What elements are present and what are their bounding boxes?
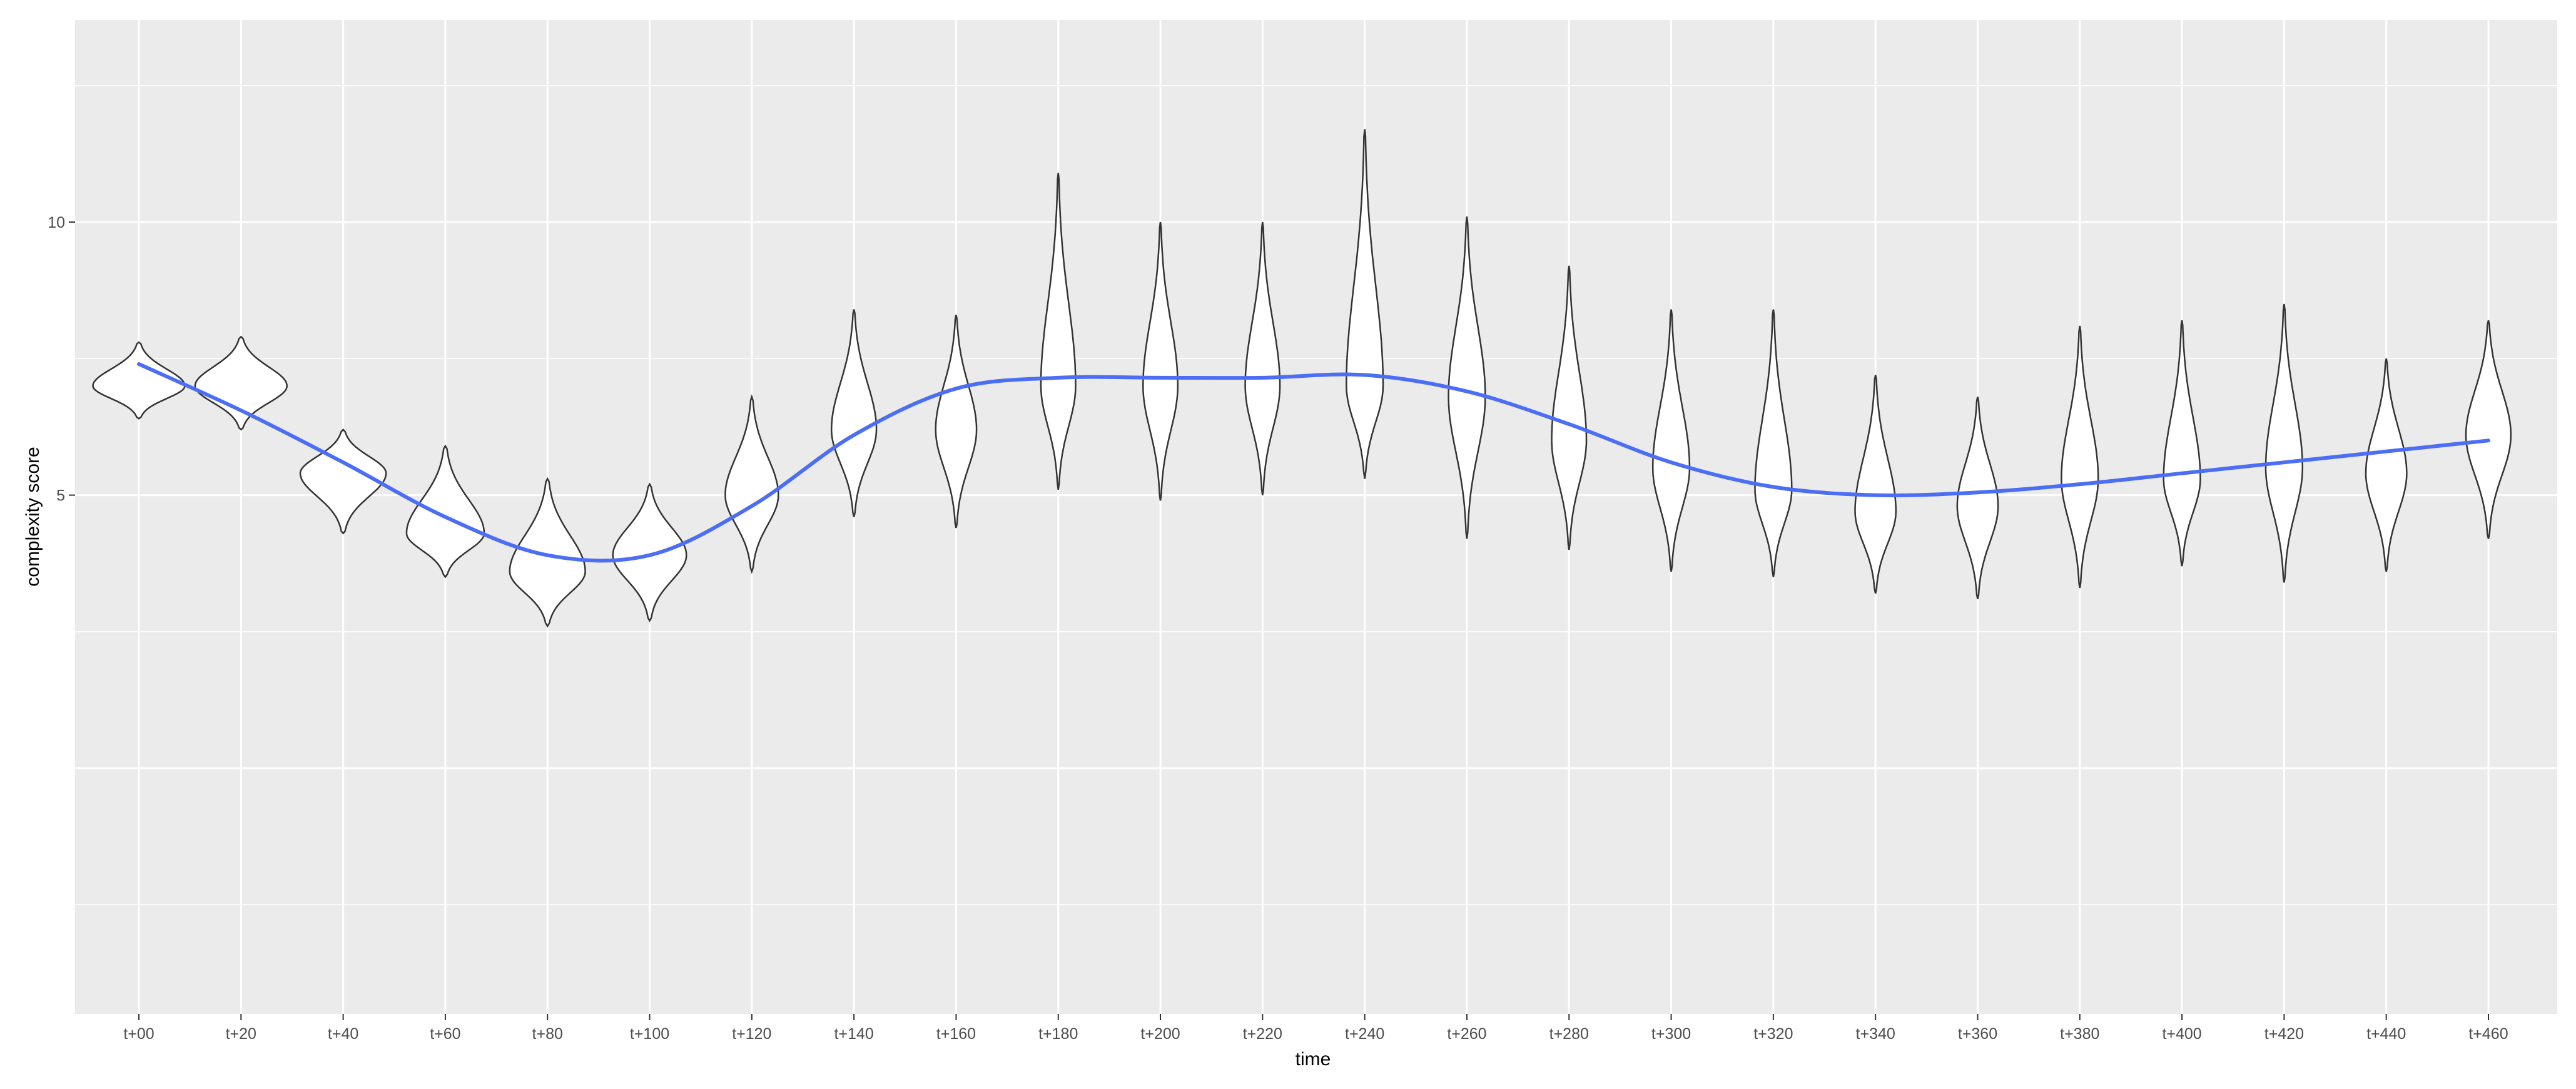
x-tick-label: t+140 bbox=[834, 1025, 873, 1043]
minor-gridlines bbox=[75, 85, 2557, 906]
violin-t+80 bbox=[509, 477, 586, 628]
violin-t+200 bbox=[1142, 221, 1179, 501]
x-axis-title: time bbox=[1296, 1049, 1331, 1070]
x-tick-label: t+320 bbox=[1753, 1025, 1793, 1043]
violin-t+260 bbox=[1448, 216, 1486, 539]
x-tick-label: t+360 bbox=[1958, 1025, 1997, 1043]
violins bbox=[92, 129, 2512, 628]
x-tick-label: t+200 bbox=[1140, 1025, 1180, 1043]
x-tick-label: t+180 bbox=[1038, 1025, 1078, 1043]
violin-t+400 bbox=[2163, 320, 2201, 567]
x-tick-label: t+100 bbox=[630, 1025, 669, 1043]
x-tick-label: t+340 bbox=[1856, 1025, 1895, 1043]
y-axis-title: complexity score bbox=[23, 447, 43, 586]
x-tick-label: t+220 bbox=[1243, 1025, 1282, 1043]
y-tick-label: 10 bbox=[48, 214, 65, 231]
x-tick-label: t+300 bbox=[1651, 1025, 1691, 1043]
violin-t+460 bbox=[2465, 320, 2512, 539]
x-tick-label: t+40 bbox=[328, 1025, 358, 1043]
violin-t+360 bbox=[1956, 397, 1999, 599]
panel-background bbox=[75, 20, 2557, 1014]
violin-t+440 bbox=[2365, 358, 2408, 572]
x-tick-label: t+60 bbox=[430, 1025, 460, 1043]
violin-t+300 bbox=[1651, 309, 1691, 572]
x-tick-label: t+20 bbox=[226, 1025, 256, 1043]
y-tick-label: 5 bbox=[56, 487, 65, 505]
smooth-trend-line bbox=[137, 362, 2490, 563]
violin-t+240 bbox=[1346, 129, 1384, 479]
x-tick-label: t+440 bbox=[2366, 1025, 2406, 1043]
violin-t+160 bbox=[935, 315, 978, 529]
x-tick-label: t+460 bbox=[2468, 1025, 2508, 1043]
x-tick-label: t+120 bbox=[732, 1025, 771, 1043]
violin-t+380 bbox=[2061, 325, 2099, 589]
y-axis: 5 10 bbox=[48, 214, 75, 505]
x-tick-label: t+80 bbox=[532, 1025, 563, 1043]
x-tick-label: t+260 bbox=[1447, 1025, 1486, 1043]
x-tick-label: t+160 bbox=[936, 1025, 976, 1043]
violin-t+180 bbox=[1040, 173, 1077, 490]
violin-t+220 bbox=[1244, 221, 1281, 495]
violin-t+340 bbox=[1854, 375, 1897, 594]
violin-t+120 bbox=[724, 394, 779, 574]
violin-t+40 bbox=[299, 428, 387, 535]
x-tick-label: t+280 bbox=[1549, 1025, 1589, 1043]
x-tick-label: t+420 bbox=[2264, 1025, 2304, 1043]
x-tick-label: t+380 bbox=[2060, 1025, 2099, 1043]
x-tick-label: t+240 bbox=[1345, 1025, 1384, 1043]
violin-t+100 bbox=[612, 482, 687, 622]
violin-t+00 bbox=[92, 341, 186, 420]
violin-t+20 bbox=[194, 335, 288, 431]
violin-t+280 bbox=[1551, 265, 1588, 550]
violin-t+420 bbox=[2264, 303, 2304, 583]
x-axis: t+00 t+20 t+40 t+60 t+80 t+100 t+120 t+140 t+160… bbox=[123, 1014, 2508, 1043]
x-tick-label: t+00 bbox=[123, 1025, 154, 1043]
x-tick-label: t+400 bbox=[2162, 1025, 2201, 1043]
